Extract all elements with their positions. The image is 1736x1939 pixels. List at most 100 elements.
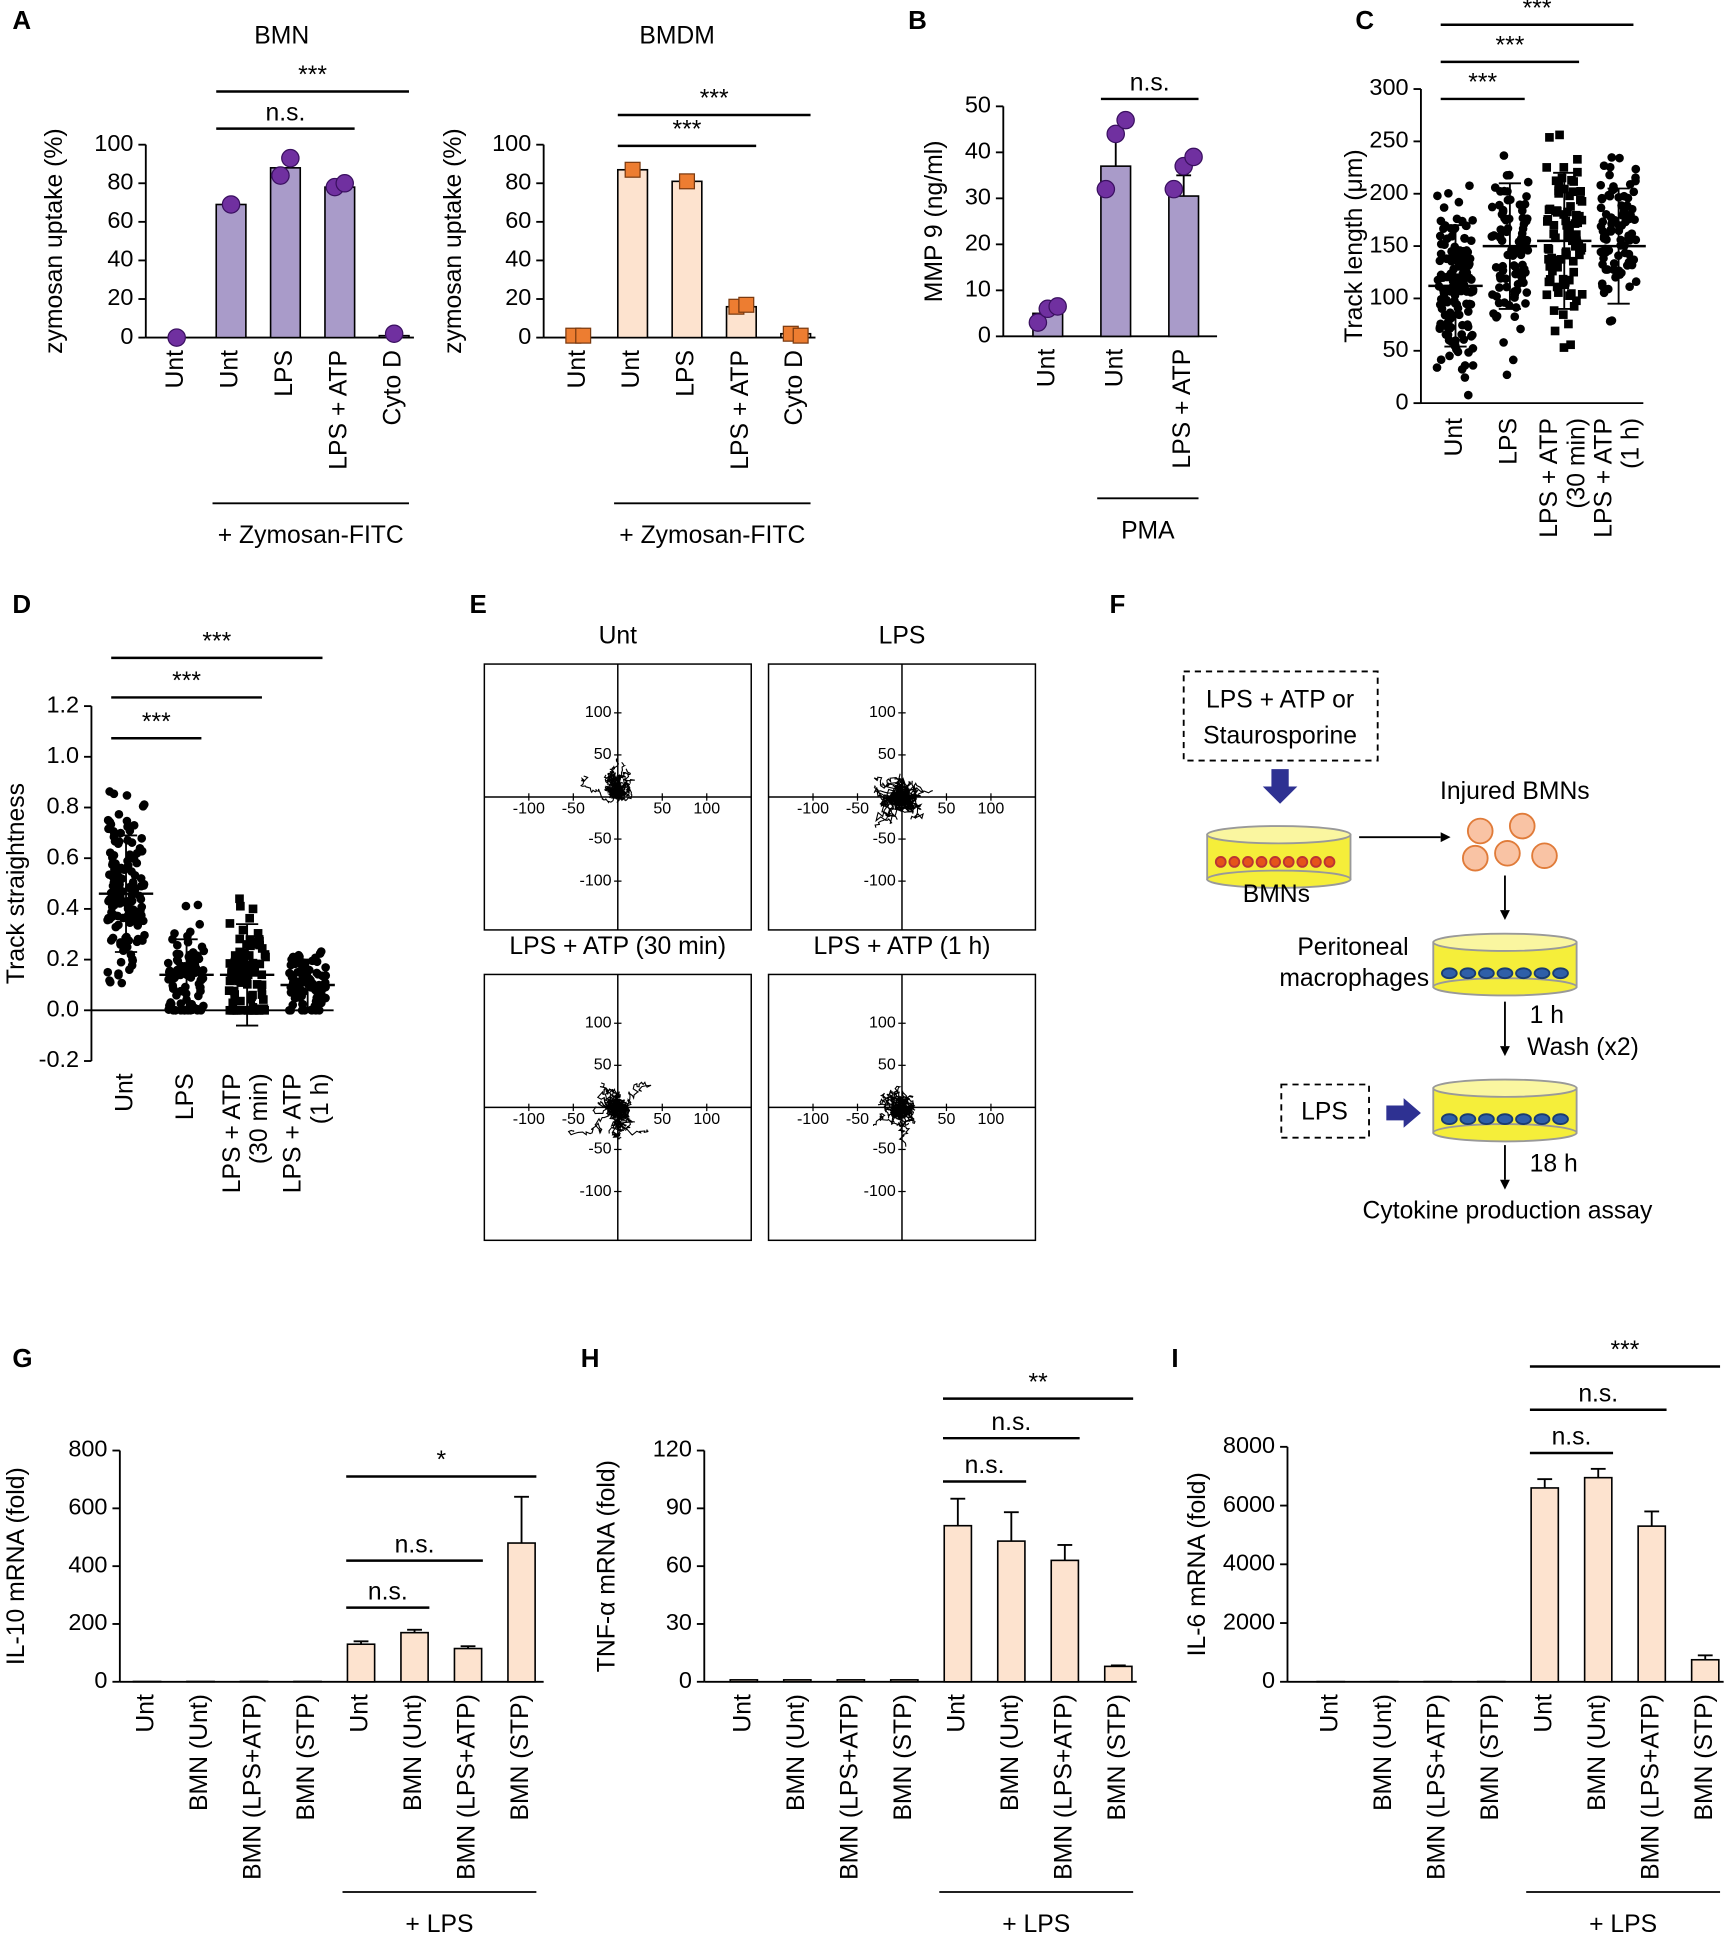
- dot: [1491, 312, 1501, 322]
- y-tick-label: -0.2: [39, 1046, 79, 1072]
- y-tick-label: 50: [1382, 336, 1408, 362]
- dot: [249, 1005, 259, 1015]
- x-tick-label: BMN (Unt): [1584, 1694, 1611, 1811]
- dot: [228, 972, 238, 981]
- x-tick-label: LPS + ATP: [280, 1073, 307, 1193]
- point: [678, 173, 696, 190]
- x-tick-label: (1 h): [1618, 418, 1645, 469]
- label: Wash (x2): [1527, 1034, 1639, 1061]
- y-tick-label: 40: [107, 246, 133, 272]
- dot: [1549, 220, 1559, 230]
- dot: [181, 982, 190, 992]
- bar: [616, 168, 649, 339]
- dot: [1436, 355, 1446, 365]
- y-tick-label: 30: [965, 184, 991, 210]
- point: [1028, 313, 1048, 332]
- y-tick-label: 0.6: [46, 843, 79, 869]
- panel-label: G: [12, 1345, 32, 1373]
- y-axis-label: Track straightness: [3, 783, 30, 984]
- bar: [1050, 1559, 1080, 1683]
- dot: [1554, 181, 1564, 191]
- y-tick-label: 200: [68, 1609, 107, 1635]
- chart-title: LPS + ATP (30 min): [509, 933, 726, 960]
- y-tick-label: 0: [1262, 1667, 1275, 1693]
- track: [609, 1104, 621, 1137]
- y-tick-label: 0: [1396, 388, 1409, 414]
- dot: [321, 963, 330, 972]
- dot: [1490, 183, 1500, 192]
- y-tick-label: 50: [594, 745, 612, 763]
- x-tick-label: Unt: [564, 350, 591, 389]
- dot: [1499, 338, 1508, 347]
- x-tick-label: Unt: [729, 1694, 756, 1733]
- y-tick-label: 20: [107, 284, 133, 310]
- group-label: + LPS: [1589, 1911, 1657, 1938]
- dot: [1494, 298, 1504, 308]
- dot: [1446, 269, 1456, 278]
- dot: [1464, 348, 1473, 357]
- x-tick-label: LPS + ATP: [1536, 418, 1563, 538]
- x-tick-label: -100: [797, 1110, 829, 1128]
- dot: [135, 910, 144, 919]
- dot: [1435, 231, 1445, 241]
- dot: [1573, 218, 1583, 228]
- dot: [238, 959, 248, 968]
- dot: [1606, 213, 1616, 222]
- dot: [284, 1005, 294, 1015]
- significance-label: ***: [172, 668, 201, 695]
- dot: [289, 975, 299, 985]
- point: [1184, 147, 1203, 167]
- dot: [1468, 215, 1477, 225]
- y-tick-label: 0: [518, 323, 531, 349]
- dot: [235, 934, 245, 944]
- x-tick-label: -50: [562, 800, 585, 818]
- dot: [108, 872, 118, 882]
- dot: [127, 961, 137, 970]
- significance-label: ***: [202, 629, 231, 656]
- significance-label: ***: [700, 86, 729, 113]
- dot: [1447, 252, 1457, 262]
- dot: [114, 810, 124, 819]
- panel-label: C: [1355, 7, 1374, 35]
- bar: [996, 1540, 1026, 1683]
- dot: [1511, 303, 1521, 312]
- x-tick-label: BMN (LPS+ATP): [454, 1694, 481, 1880]
- dot: [198, 966, 208, 975]
- dot: [1631, 164, 1641, 174]
- dot: [1466, 299, 1476, 309]
- y-tick-label: 50: [878, 1056, 896, 1074]
- dot: [105, 977, 115, 987]
- dot: [136, 881, 146, 891]
- dot: [104, 913, 113, 923]
- significance-label: ***: [673, 117, 702, 144]
- dot: [1510, 312, 1520, 322]
- dot: [235, 894, 244, 904]
- dot: [1446, 224, 1456, 233]
- y-tick-label: 100: [869, 703, 896, 721]
- bar: [1530, 1487, 1560, 1683]
- x-tick-label: 50: [653, 1110, 671, 1128]
- y-tick-label: 50: [965, 92, 991, 118]
- bar: [889, 1679, 919, 1683]
- dot: [1619, 191, 1629, 201]
- dot: [1599, 161, 1609, 171]
- dot: [139, 800, 149, 809]
- bar: [943, 1524, 973, 1683]
- dot: [1463, 307, 1473, 316]
- dot: [117, 874, 127, 884]
- panel-label: D: [12, 591, 31, 619]
- significance-label: *: [436, 1447, 446, 1474]
- arrow: [1262, 769, 1298, 804]
- y-tick-label: 10: [965, 276, 991, 302]
- dot: [1598, 260, 1607, 269]
- y-tick-label: 6000: [1223, 1491, 1275, 1517]
- dot: [1615, 153, 1624, 163]
- point: [271, 166, 290, 185]
- y-tick-label: 100: [585, 703, 612, 721]
- x-tick-label: Unt: [133, 1694, 160, 1733]
- dot: [244, 951, 254, 960]
- dot: [1503, 195, 1513, 205]
- dot: [1436, 216, 1446, 226]
- dot: [1596, 203, 1606, 213]
- dot: [123, 822, 132, 832]
